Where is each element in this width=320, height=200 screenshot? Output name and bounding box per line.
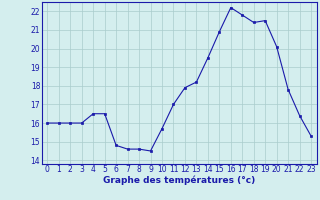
X-axis label: Graphe des températures (°c): Graphe des températures (°c)	[103, 176, 255, 185]
